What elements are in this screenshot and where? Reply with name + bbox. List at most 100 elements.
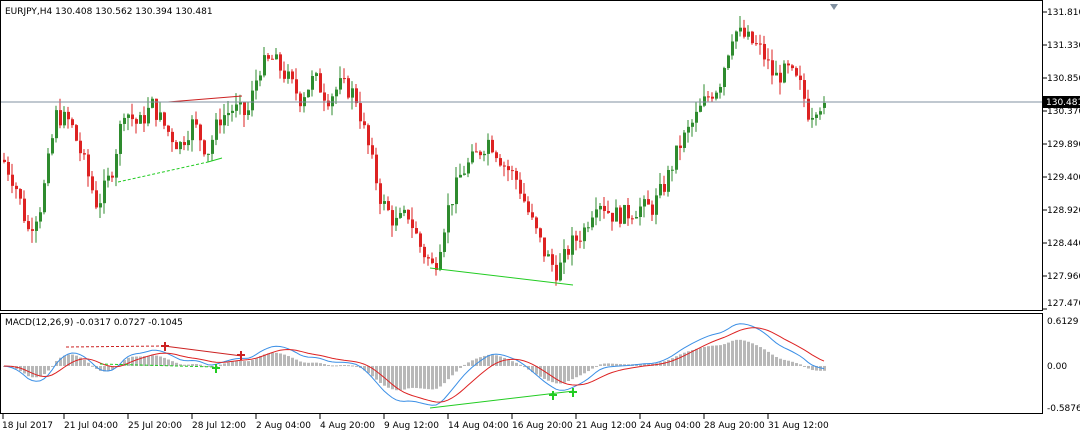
- candle-body: [563, 249, 566, 263]
- macd-histogram-bar: [343, 364, 346, 366]
- candle: [43, 179, 46, 215]
- candle: [599, 202, 602, 222]
- chart-shift-marker-icon[interactable]: [830, 4, 838, 10]
- candle-body: [751, 31, 754, 44]
- macd-histogram-bar: [415, 365, 418, 388]
- candle: [479, 150, 482, 160]
- macd-histogram-bar: [583, 365, 586, 374]
- macd-histogram-bar: [279, 353, 282, 366]
- candle: [51, 134, 54, 156]
- macd-histogram-bar: [171, 361, 174, 366]
- time-label: 21 Jul 04:00: [64, 421, 118, 431]
- macd-divergence-line[interactable]: [429, 390, 575, 409]
- candle: [619, 205, 622, 228]
- candle-body: [327, 100, 330, 107]
- support-dashed-line[interactable]: [117, 161, 209, 183]
- candle: [691, 119, 694, 137]
- candle: [447, 193, 450, 244]
- candle: [531, 203, 534, 220]
- macd-histogram-bar: [419, 365, 422, 389]
- macd-resistance-dashed[interactable]: [65, 345, 165, 348]
- candle-body: [755, 43, 758, 45]
- candle-body: [195, 119, 198, 125]
- macd-histogram-bar: [663, 361, 666, 366]
- candle: [459, 163, 462, 178]
- sell-signal-icon: [237, 351, 245, 360]
- candle: [71, 117, 74, 128]
- candle: [511, 165, 514, 181]
- candle-body: [19, 189, 22, 199]
- candle-body: [679, 145, 682, 148]
- current-price-value: 130.481: [1046, 98, 1080, 108]
- macd-histogram-bar: [155, 355, 158, 366]
- candle: [431, 252, 434, 265]
- candle-body: [219, 119, 222, 126]
- time-label: 9 Aug 12:00: [384, 421, 439, 431]
- candle: [219, 108, 222, 134]
- candle: [63, 106, 66, 129]
- macd-histogram-bar: [607, 363, 610, 366]
- macd-histogram-bar: [179, 364, 182, 366]
- time-label: 2 Aug 04:00: [256, 421, 311, 431]
- macd-histogram-bar: [715, 345, 718, 366]
- candle: [323, 83, 326, 112]
- candle: [131, 103, 134, 127]
- macd-histogram-bar: [667, 359, 670, 366]
- candle-body: [431, 258, 434, 264]
- macd-histogram-bar: [291, 357, 294, 366]
- candle: [195, 111, 198, 128]
- candle-body: [291, 71, 294, 80]
- macd-support-dashed[interactable]: [99, 363, 217, 368]
- candle-body: [707, 96, 710, 98]
- macd-histogram-bar: [299, 361, 302, 366]
- support-trendline[interactable]: [207, 157, 223, 163]
- macd-histogram-bar: [451, 365, 454, 376]
- candle: [263, 46, 266, 78]
- resistance-trendline[interactable]: [167, 95, 243, 103]
- candle-body: [507, 166, 510, 171]
- candle: [623, 204, 626, 225]
- chart-title: EURJPY,H4 130.408 130.562 130.394 130.48…: [5, 7, 213, 17]
- candle-body: [239, 102, 242, 105]
- macd-histogram-bar: [191, 364, 194, 366]
- candle: [339, 66, 342, 95]
- candle-body: [667, 170, 670, 192]
- candle: [135, 117, 138, 134]
- macd-histogram-bar: [251, 360, 254, 366]
- macd-histogram-bar: [111, 365, 114, 370]
- candle-body: [263, 55, 266, 76]
- candle: [727, 54, 730, 71]
- candle: [319, 68, 322, 93]
- candle-body: [247, 110, 250, 116]
- macd-histogram-bar: [227, 362, 230, 366]
- macd-histogram-bar: [495, 355, 498, 366]
- candle: [95, 181, 98, 210]
- macd-histogram-bar: [35, 365, 38, 378]
- candle: [611, 212, 614, 231]
- candle: [499, 154, 502, 167]
- candle-body: [791, 65, 794, 69]
- candle: [391, 205, 394, 237]
- price-label: 130.850: [1047, 74, 1080, 84]
- candle: [111, 171, 114, 183]
- candle-body: [307, 89, 310, 98]
- macd-resistance-line[interactable]: [163, 345, 243, 357]
- macd-histogram-bar: [331, 365, 334, 367]
- candle: [819, 107, 822, 120]
- candle-body: [435, 263, 438, 270]
- candle: [527, 196, 530, 216]
- candle: [743, 19, 746, 39]
- macd-label: 0.00: [1047, 362, 1067, 372]
- macd-histogram-bar: [327, 364, 330, 366]
- macd-histogram-bar: [791, 361, 794, 366]
- divergence-support-line[interactable]: [429, 267, 574, 286]
- candle: [575, 230, 578, 251]
- candle-body: [591, 217, 594, 228]
- candle-body: [475, 151, 478, 153]
- candle: [807, 89, 810, 122]
- candle: [159, 102, 162, 122]
- candle-body: [739, 27, 742, 32]
- price-label: 128.920: [1047, 206, 1080, 216]
- candle: [767, 48, 770, 70]
